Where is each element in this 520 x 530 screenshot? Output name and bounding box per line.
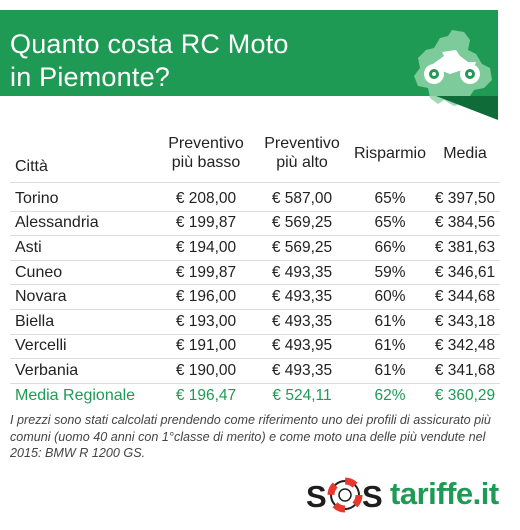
avg-cell: € 344,68 — [430, 284, 500, 310]
min-cell: € 208,00 — [158, 182, 254, 212]
col-header-min: Preventivo più basso — [158, 124, 254, 183]
saving-cell: 65% — [350, 182, 430, 212]
regional-saving: 62% — [374, 386, 406, 404]
regional-max: € 524,11 — [272, 386, 332, 404]
city-cell: Novara — [10, 284, 158, 310]
city-cell: Torino — [10, 182, 158, 212]
table-header-row: Città Preventivo più basso Preventivo pi… — [10, 124, 500, 183]
max-cell: € 493,35 — [254, 260, 350, 286]
avg-cell: € 384,56 — [430, 211, 500, 237]
col-header-max-line1: Preventivo — [264, 135, 340, 152]
table-row: Novara € 196,00 € 493,35 60% € 344,68 — [10, 284, 500, 310]
methodology-note: I prezzi sono stati calcolati prendendo … — [10, 413, 491, 460]
title-line-1: Quanto costa RC Moto — [10, 29, 289, 59]
header-fold-shadow — [436, 96, 498, 120]
city-cell: Asti — [10, 235, 158, 261]
city-cell: Vercelli — [10, 334, 158, 360]
col-header-min-line2: più basso — [171, 154, 241, 171]
avg-cell: € 342,48 — [430, 334, 500, 360]
title-line-2: in Piemonte? — [10, 62, 170, 92]
saving-cell: 60% — [350, 284, 430, 310]
header-banner: Quanto costa RC Moto in Piemonte? — [0, 10, 498, 106]
saving-cell: 61% — [350, 358, 430, 384]
saving-cell: 66% — [350, 235, 430, 261]
city-cell: Biella — [10, 309, 158, 335]
page-title: Quanto costa RC Moto in Piemonte? — [10, 28, 289, 94]
table-row: Verbania € 190,00 € 493,35 61% € 341,68 — [10, 358, 500, 384]
regional-average-row: Media Regionale € 196,47 € 524,11 62% € … — [10, 383, 500, 407]
regional-label: Media Regionale — [15, 386, 136, 404]
min-cell: € 199,87 — [158, 211, 254, 237]
logo-wordmark: tariffe.it — [390, 476, 499, 511]
sos-lifebuoy-icon: S S — [306, 477, 383, 514]
col-header-city: Città — [10, 124, 158, 183]
max-cell: € 493,35 — [254, 358, 350, 384]
col-header-min-line1: Preventivo — [168, 135, 244, 152]
col-header-saving: Risparmio — [350, 124, 430, 183]
city-cell: Cuneo — [10, 260, 158, 286]
max-cell: € 569,25 — [254, 235, 350, 261]
svg-text:S: S — [306, 479, 327, 514]
city-cell: Alessandria — [10, 211, 158, 237]
regional-min: € 196,47 — [175, 386, 237, 404]
col-header-max: Preventivo più alto — [254, 124, 350, 183]
saving-cell: 61% — [350, 334, 430, 360]
min-cell: € 193,00 — [158, 309, 254, 335]
max-cell: € 493,95 — [254, 334, 350, 360]
min-cell: € 191,00 — [158, 334, 254, 360]
table-row: Biella € 193,00 € 493,35 61% € 343,18 — [10, 309, 500, 335]
max-cell: € 587,00 — [254, 182, 350, 212]
table-row: Vercelli € 191,00 € 493,95 61% € 342,48 — [10, 334, 500, 360]
table-row: Torino € 208,00 € 587,00 65% € 397,50 — [10, 182, 500, 212]
avg-cell: € 343,18 — [430, 309, 500, 335]
min-cell: € 196,00 — [158, 284, 254, 310]
regional-avg: € 360,29 — [434, 386, 496, 404]
saving-cell: 59% — [350, 260, 430, 286]
max-cell: € 493,35 — [254, 284, 350, 310]
price-table: Città Preventivo più basso Preventivo pi… — [10, 124, 500, 407]
avg-cell: € 381,63 — [430, 235, 500, 261]
avg-cell: € 397,50 — [430, 182, 500, 212]
avg-cell: € 341,68 — [430, 358, 500, 384]
saving-cell: 65% — [350, 211, 430, 237]
city-cell: Verbania — [10, 358, 158, 384]
sostariffe-logo: S S tariffe.it — [306, 474, 516, 518]
col-header-avg: Media — [430, 124, 500, 183]
motorcycle-map-icon — [414, 30, 492, 106]
max-cell: € 569,25 — [254, 211, 350, 237]
max-cell: € 493,35 — [254, 309, 350, 335]
col-header-max-line2: più alto — [276, 154, 328, 171]
avg-cell: € 346,61 — [430, 260, 500, 286]
table-row: Alessandria € 199,87 € 569,25 65% € 384,… — [10, 211, 500, 237]
min-cell: € 190,00 — [158, 358, 254, 384]
min-cell: € 194,00 — [158, 235, 254, 261]
table-row: Asti € 194,00 € 569,25 66% € 381,63 — [10, 235, 500, 261]
saving-cell: 61% — [350, 309, 430, 335]
min-cell: € 199,87 — [158, 260, 254, 286]
svg-text:S: S — [362, 479, 383, 514]
table-row: Cuneo € 199,87 € 493,35 59% € 346,61 — [10, 260, 500, 286]
